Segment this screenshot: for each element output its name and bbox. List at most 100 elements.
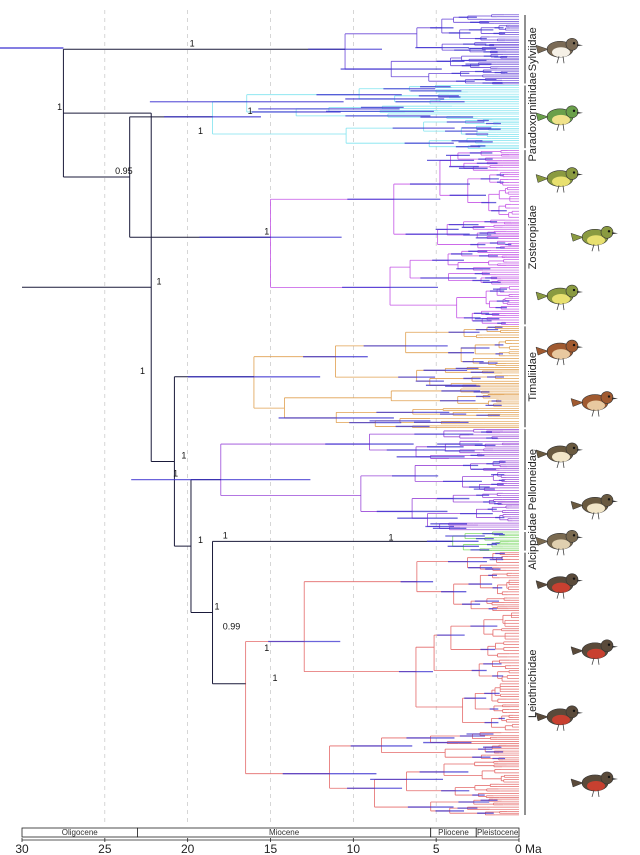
epoch-cell	[475, 827, 520, 838]
node-support-label: 1	[215, 602, 220, 612]
bird-belly	[552, 176, 570, 187]
bird-belly	[552, 294, 570, 305]
bird-belly	[552, 114, 570, 125]
sylviid-bird-icon	[535, 37, 583, 64]
bird-head	[565, 167, 579, 180]
pellorneid-bird-icon	[535, 442, 583, 469]
node-support-label: 1	[190, 38, 195, 48]
family-label: Paradoxornithidae	[527, 72, 539, 161]
leiothrichid-bird-icon	[570, 639, 618, 665]
timescale-gridlines	[104, 10, 437, 822]
node-support-label: 1	[181, 450, 186, 460]
node-support-label: 1	[223, 530, 228, 540]
bird-eye	[607, 498, 611, 501]
bird-tail	[535, 112, 549, 122]
bird-tail	[535, 174, 549, 183]
bird-leg	[562, 591, 565, 599]
bird-leg	[562, 460, 565, 468]
bird-leg	[562, 723, 565, 731]
bird-head	[565, 37, 579, 51]
time-axis: 30 25 20 15 10 5 0 Ma	[15, 838, 542, 855]
pellorneid-bird-icon	[570, 494, 618, 520]
bird-beak	[577, 711, 583, 714]
bird-leg	[556, 548, 560, 556]
bird-belly	[587, 780, 605, 791]
bird-eye	[607, 230, 611, 233]
bird-beak	[577, 346, 583, 349]
epoch-label: Pleistocene	[477, 828, 519, 837]
bird-tail	[535, 712, 549, 722]
bird-head	[565, 284, 579, 298]
bird-beak	[577, 111, 583, 114]
leiothrichid-bird-icon	[535, 705, 583, 731]
bird-beak	[577, 173, 583, 176]
bird-eye	[572, 343, 576, 347]
node-support-label: 1	[198, 535, 203, 545]
bird-head	[600, 639, 614, 653]
epoch-label: Oligocene	[62, 828, 99, 837]
bird-leg	[591, 409, 595, 417]
node-support-label: 1	[264, 643, 269, 653]
bird-head	[565, 442, 579, 456]
zosteropid-bird-icon	[535, 167, 583, 193]
bird-eye	[607, 775, 611, 779]
family-label: Pellorneidae	[527, 449, 539, 510]
epoch-label: Pliocene	[438, 828, 469, 837]
bird-beak	[577, 448, 583, 451]
bird-tail	[535, 346, 549, 356]
axis-tick-label: 15	[264, 842, 278, 855]
bird-eye	[607, 395, 611, 398]
bird-leg	[556, 591, 560, 599]
bird-eye	[572, 109, 576, 113]
bird-belly	[552, 451, 570, 462]
bird-leg	[556, 123, 560, 131]
bird-beak	[612, 500, 618, 503]
bird-eye	[572, 42, 576, 45]
paradoxornithid-bird-icon	[535, 105, 583, 131]
family-label: Zosteropidae	[527, 205, 539, 269]
family-label: Leiothrichidae	[527, 650, 539, 719]
axis-tick-label: 20	[181, 842, 195, 855]
axis-tick-label: 0 Ma	[515, 842, 542, 855]
bird-belly	[552, 582, 570, 593]
bird-belly	[552, 714, 570, 725]
node-support-label: 1	[157, 276, 162, 286]
node-support-label: 0.99	[223, 622, 241, 632]
bird-leg	[556, 56, 560, 64]
bird-eye	[572, 534, 576, 537]
axis-tick-label: 5	[433, 842, 440, 855]
family-label: Timaliidae	[527, 352, 539, 402]
bird-eye	[572, 288, 576, 292]
bird-tail	[570, 646, 584, 656]
bird-leg	[562, 123, 565, 131]
bird-eye	[572, 577, 576, 580]
leiothrichid-bird-icon	[535, 573, 583, 599]
phylogenetic-tree	[22, 14, 519, 816]
bird-leg	[597, 244, 600, 252]
bird-leg	[562, 185, 565, 193]
bird-tail	[535, 44, 549, 54]
bird-beak	[577, 579, 583, 582]
bird-head	[565, 573, 579, 586]
bird-leg	[562, 548, 565, 556]
bird-leg	[556, 185, 560, 193]
bird-leg	[591, 657, 595, 665]
bird-beak	[577, 44, 583, 47]
epoch-label: Miocene	[269, 828, 300, 837]
bird-beak	[612, 397, 618, 400]
bird-tail	[570, 232, 584, 242]
bird-head	[600, 771, 614, 785]
bird-beak	[612, 232, 618, 235]
bird-beak	[577, 536, 583, 539]
bird-tail	[570, 500, 584, 510]
bird-leg	[597, 512, 600, 520]
bird-head	[600, 391, 614, 404]
bird-leg	[556, 357, 560, 366]
bird-head	[565, 105, 579, 119]
bird-leg	[591, 789, 595, 798]
bird-belly	[587, 648, 605, 659]
node-support-label: 1	[57, 102, 62, 112]
timaliid-bird-icon	[535, 339, 583, 366]
bird-belly	[587, 400, 605, 411]
